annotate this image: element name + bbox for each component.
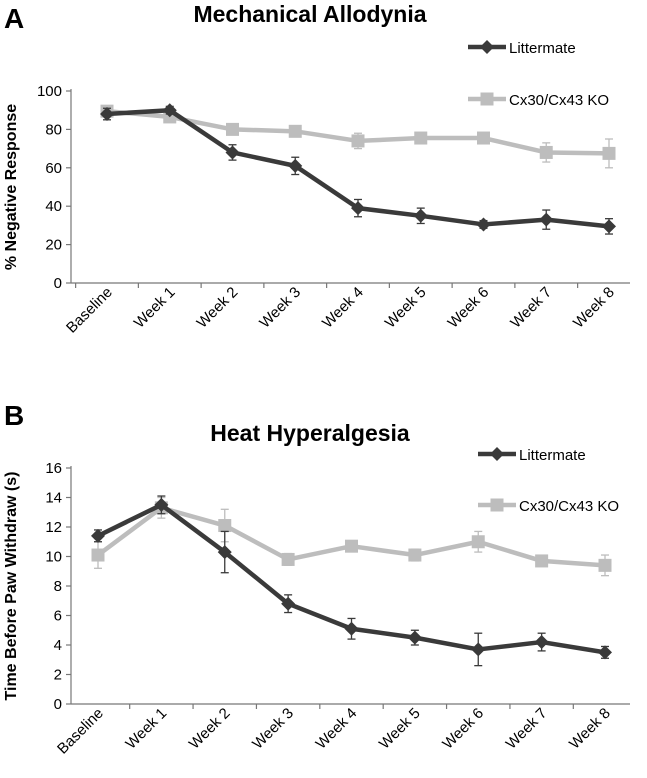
data-point (226, 122, 239, 136)
x-tick-label: Week 6 (439, 705, 487, 753)
y-tick-label: 100 (37, 83, 62, 100)
data-point (602, 146, 616, 160)
legend-marker (490, 447, 504, 461)
legend-label: Littermate (519, 447, 586, 464)
data-point (281, 552, 295, 566)
y-tick-label: 0 (54, 696, 62, 713)
data-point (217, 545, 232, 560)
x-tick-label: Baseline (63, 284, 116, 337)
chart-panel-a: A Mechanical Allodynia 0 20 40 60 80 100 Baselin… (3, 1, 630, 337)
y-tick-label: 20 (45, 237, 62, 254)
legend-item: Cx30/Cx43 KO (468, 92, 609, 109)
legend-label: Cx30/Cx43 KO (509, 92, 609, 109)
legend-marker (480, 92, 494, 106)
x-tick-label: Week 1 (131, 284, 179, 332)
x-tick-label: Baseline (54, 705, 107, 758)
data-point (539, 212, 554, 227)
data-point (534, 635, 549, 650)
y-tick-label: 6 (54, 608, 62, 625)
x-tick-label: Week 3 (249, 705, 297, 753)
data-point (598, 645, 612, 660)
legend-item: Littermate (478, 447, 586, 464)
data-point (288, 158, 303, 173)
data-point (407, 630, 422, 645)
data-point (598, 558, 612, 572)
x-tick-label: Week 4 (319, 284, 367, 332)
x-tick-label: Week 8 (570, 284, 618, 332)
y-tick-label: 80 (45, 121, 62, 138)
legend-item: Cx30/Cx43 KO (478, 498, 619, 515)
chart-title: Heat Hyperalgesia (210, 420, 410, 446)
legend-label: Cx30/Cx43 KO (519, 498, 619, 515)
data-point (218, 519, 232, 533)
y-axis-label: Time Before Paw Withdraw (s) (3, 472, 20, 701)
y-tick-label: 12 (45, 519, 62, 536)
x-tick-label: Week 4 (313, 705, 361, 753)
x-tick-label: Week 7 (507, 284, 555, 332)
y-tick-label: 0 (54, 275, 62, 292)
series-littermate (100, 103, 616, 235)
x-tick-label: Week 6 (445, 284, 493, 332)
data-point (539, 145, 553, 159)
data-point (602, 219, 616, 234)
data-point (91, 548, 105, 562)
legend-item: Littermate (468, 40, 576, 57)
x-tick-label: Week 2 (186, 705, 234, 753)
series-littermate (91, 495, 612, 667)
x-tick-label: Week 7 (503, 705, 551, 753)
data-point (288, 124, 302, 138)
data-point (408, 548, 422, 562)
data-point (351, 134, 365, 148)
y-tick-label: 2 (54, 667, 62, 684)
data-point (345, 539, 358, 553)
y-tick-label: 60 (45, 160, 62, 177)
chart-panel-b: B Heat Hyperalgesia 0 2 4 6 8 10 12 14 16 Baseline W… (3, 400, 630, 758)
data-point (351, 201, 365, 216)
y-tick-label: 16 (45, 460, 62, 477)
chart-title: Mechanical Allodynia (193, 1, 426, 27)
x-tick-label: Week 2 (194, 284, 242, 332)
data-point (476, 217, 491, 232)
x-tick-label: Week 5 (376, 705, 424, 753)
data-point (225, 145, 240, 160)
y-tick-label: 4 (54, 637, 62, 654)
legend-label: Littermate (509, 40, 576, 57)
data-point (471, 535, 485, 549)
legend-marker (490, 498, 504, 512)
data-point (281, 596, 296, 611)
data-point (344, 621, 359, 636)
x-tick-label: Week 3 (256, 284, 304, 332)
data-point (91, 528, 105, 543)
y-tick-label: 10 (45, 549, 62, 566)
data-point (100, 107, 114, 122)
data-point (535, 554, 549, 568)
y-tick-label: 40 (45, 198, 62, 215)
y-tick-label: 14 (45, 490, 62, 507)
panel-letter: A (4, 3, 24, 34)
panel-letter: B (4, 400, 24, 431)
legend-marker (480, 40, 494, 54)
data-point (414, 131, 428, 145)
data-point (477, 131, 490, 145)
y-tick-label: 8 (54, 578, 62, 595)
data-point (413, 208, 428, 223)
data-point (162, 103, 177, 118)
x-tick-label: Week 1 (122, 705, 170, 753)
data-point (471, 642, 486, 657)
x-tick-label: Week 5 (382, 284, 430, 332)
y-axis-label: % Negative Response (3, 104, 20, 270)
x-tick-label: Week 8 (566, 705, 614, 753)
data-point (154, 497, 169, 512)
